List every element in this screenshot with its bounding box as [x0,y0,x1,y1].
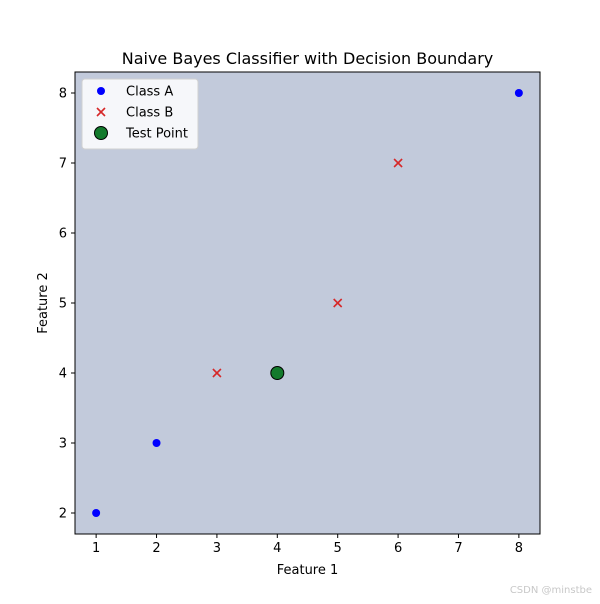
legend-label-class-b: Class B [126,106,173,121]
x-axis-label: Feature 1 [277,563,339,578]
y-tick-label: 2 [59,507,67,522]
x-tick-label: 5 [334,541,342,556]
x-tick-label: 3 [213,541,221,556]
class-b-point [212,368,222,378]
legend-marker-class-b-stroke [96,107,106,117]
class-b-point-stroke [393,158,403,168]
class-b-point [333,298,343,308]
legend-marker-test-point [94,126,108,140]
y-tick-label: 8 [59,87,67,102]
legend: Class A Class B Test Point [81,78,199,150]
legend-marker-class-b [96,107,106,117]
legend-label-test-point: Test Point [125,127,188,142]
y-tick-label: 5 [59,297,67,312]
y-tick-label: 3 [59,437,67,452]
y-tick-label: 6 [59,227,67,242]
class-a-point [514,89,523,97]
legend-label-class-a: Class A [126,85,173,100]
watermark: CSDN @minstbe [510,585,592,596]
y-tick-label: 4 [59,367,67,382]
x-tick-label: 6 [394,541,402,556]
class-b-point-stroke [333,298,343,308]
x-tick-label: 4 [273,541,281,556]
y-tick-label: 7 [59,157,67,172]
chart-title: Naive Bayes Classifier with Decision Bou… [122,49,494,68]
x-tick-label: 7 [454,541,462,556]
class-b-point-stroke [212,368,222,378]
y-axis-label: Feature 2 [36,272,51,334]
class-b-point [393,158,403,168]
legend-marker-class-a [97,87,105,95]
class-a-point [92,509,101,517]
legend-box [81,78,199,150]
x-tick-label: 8 [515,541,523,556]
x-tick-label: 1 [92,541,100,556]
class-a-point [152,439,161,447]
x-tick-label: 2 [152,541,160,556]
test-point-point [270,366,285,380]
